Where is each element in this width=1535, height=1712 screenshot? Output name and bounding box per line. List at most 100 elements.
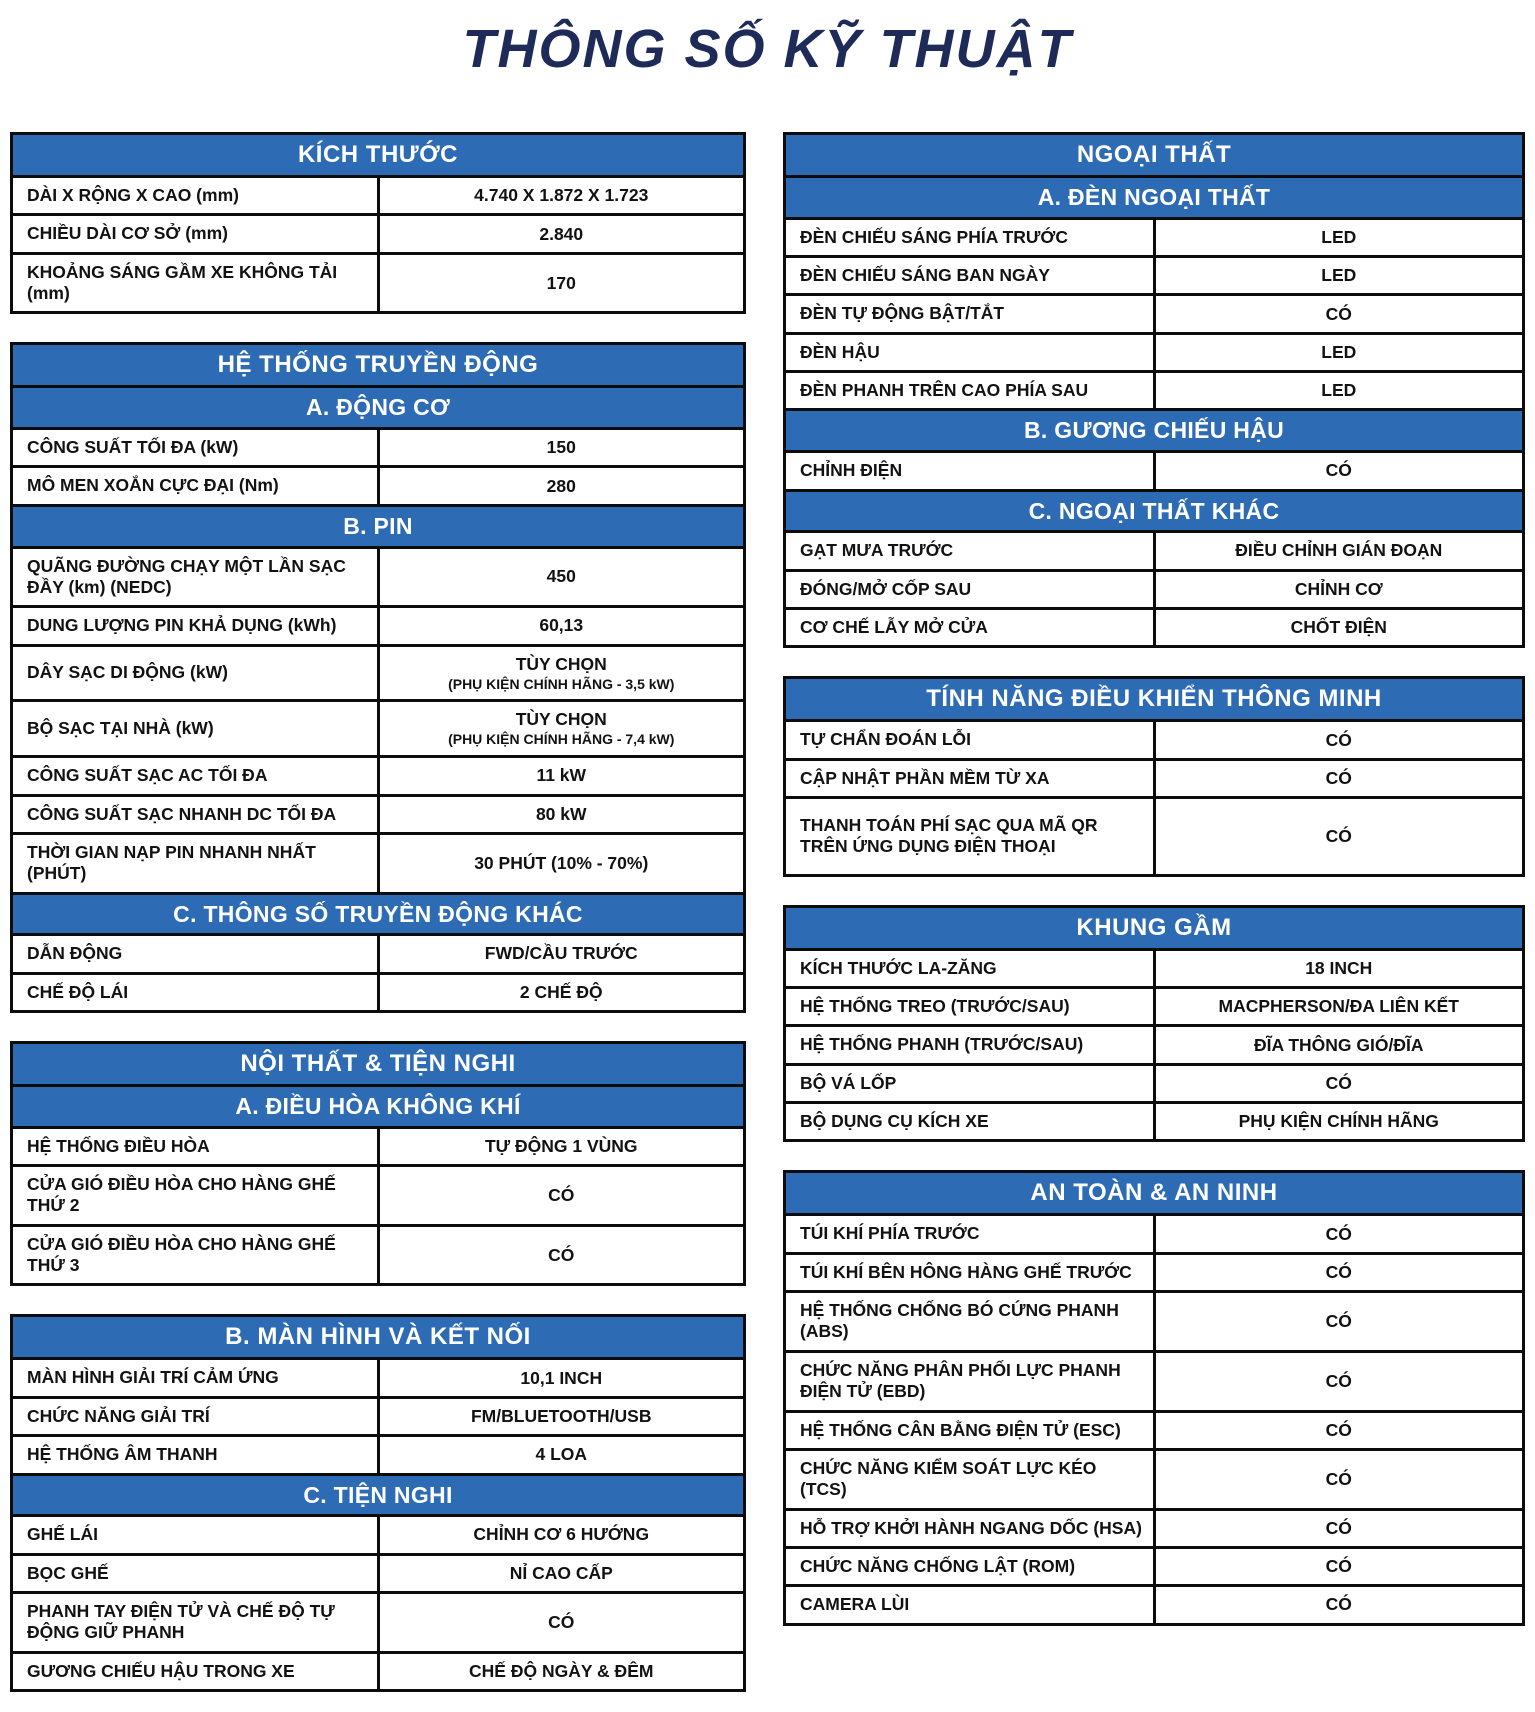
spec-row: CHỈNH ĐIỆN CÓ (783, 450, 1525, 492)
spec-value: LED (1152, 216, 1525, 259)
spec-label: GẠT MƯA TRƯỚC (783, 530, 1156, 572)
spec-row: TỰ CHẨN ĐOÁN LỖI CÓ (783, 719, 1525, 761)
spec-value: 4 LOA (376, 1434, 746, 1476)
spec-table: TÍNH NĂNG ĐIỀU KHIỂN THÔNG MINH TỰ CHẨN Đ… (783, 676, 1525, 877)
section-header-row: A. ĐỘNG CƠ (10, 385, 746, 431)
spec-row: CỬA GIÓ ĐIỀU HÒA CHO HÀNG GHẾ THỨ 2 CÓ (10, 1164, 746, 1227)
spec-label: MÀN HÌNH GIẢI TRÍ CẢM ỨNG (10, 1357, 380, 1399)
spec-row: GẠT MƯA TRƯỚC ĐIỀU CHỈNH GIÁN ĐOẠN (783, 530, 1525, 572)
spec-value: CHỐT ĐIỆN (1152, 606, 1525, 649)
spec-row: HỆ THỐNG TREO (TRƯỚC/SAU) MACPHERSON/ĐA L… (783, 986, 1525, 1028)
table-header: KÍCH THƯỚC (10, 132, 746, 178)
table-header-row: NGOẠI THẤT (783, 132, 1525, 178)
spec-value: FWD/CẦU TRƯỚC (376, 933, 746, 975)
spec-value: CÓ (1152, 1409, 1525, 1451)
spec-row: CHIỀU DÀI CƠ SỞ (mm) 2.840 (10, 213, 746, 255)
spec-label: BỘ DỤNG CỤ KÍCH XE (783, 1101, 1156, 1143)
spec-row: TÚI KHÍ PHÍA TRƯỚC CÓ (783, 1213, 1525, 1255)
spec-label: CHẾ ĐỘ LÁI (10, 971, 380, 1014)
spec-value: 2.840 (376, 213, 746, 255)
section-header: B. PIN (10, 503, 746, 549)
spec-row: GHẾ LÁI CHỈNH CƠ 6 HƯỚNG (10, 1514, 746, 1556)
spec-value: LED (1152, 370, 1525, 412)
table-header: KHUNG GẦM (783, 904, 1525, 951)
table-header-row: B. MÀN HÌNH VÀ KẾT NỐI (10, 1314, 746, 1361)
spec-value-note: (PHỤ KIỆN CHÍNH HÃNG - 7,4 kW) (448, 731, 675, 748)
spec-value: 4.740 X 1.872 X 1.723 (376, 174, 746, 217)
spec-label: CHỨC NĂNG PHÂN PHỐI LỰC PHANH ĐIỆN TỬ (E… (783, 1349, 1156, 1413)
spec-label: ĐÈN PHANH TRÊN CAO PHÍA SAU (783, 370, 1156, 412)
spec-row: MÔ MEN XOẮN CỰC ĐẠI (Nm) 280 (10, 465, 746, 507)
table-header-row: HỆ THỐNG TRUYỀN ĐỘNG (10, 342, 746, 389)
spec-row: HỆ THỐNG CHỐNG BÓ CỨNG PHANH (ABS) CÓ (783, 1290, 1525, 1353)
spec-value: 18 INCH (1152, 947, 1525, 990)
spec-label: BỘ SẠC TẠI NHÀ (kW) (10, 699, 380, 759)
spec-label: GHẾ LÁI (10, 1514, 380, 1556)
spec-value: CÓ (1152, 757, 1525, 800)
spec-value: 170 (376, 251, 746, 315)
spec-value: CHỈNH CƠ 6 HƯỚNG (376, 1514, 746, 1556)
spec-value: PHỤ KIỆN CHÍNH HÃNG (1152, 1101, 1525, 1143)
table-header: HỆ THỐNG TRUYỀN ĐỘNG (10, 342, 746, 389)
section-header-row: A. ĐIỀU HÒA KHÔNG KHÍ (10, 1084, 746, 1129)
spec-label: CÔNG SUẤT SẠC AC TỐI ĐA (10, 755, 380, 797)
section-header-row: C. TIỆN NGHI (10, 1472, 746, 1518)
table-header: NGOẠI THẤT (783, 132, 1525, 178)
spec-label: GƯƠNG CHIẾU HẬU TRONG XE (10, 1650, 380, 1692)
spec-label: THANH TOÁN PHÍ SẠC QUA MÃ QR TRÊN ỨNG DỤ… (783, 796, 1156, 877)
spec-row: HỆ THỐNG CÂN BẰNG ĐIỆN TỬ (ESC) CÓ (783, 1409, 1525, 1451)
spec-value: CÓ (1152, 796, 1525, 877)
spec-row: PHANH TAY ĐIỆN TỬ VÀ CHẾ ĐỘ TỰ ĐỘNG GIỮ … (10, 1590, 746, 1654)
table-header: TÍNH NĂNG ĐIỀU KHIỂN THÔNG MINH (783, 676, 1525, 723)
spec-label: PHANH TAY ĐIỆN TỬ VÀ CHẾ ĐỘ TỰ ĐỘNG GIỮ … (10, 1590, 380, 1654)
spec-label: DÀI X RỘNG X CAO (mm) (10, 174, 380, 217)
table-header-row: KHUNG GẦM (783, 904, 1525, 951)
spec-value: 150 (376, 427, 746, 469)
spec-label: THỜI GIAN NẠP PIN NHANH NHẤT (PHÚT) (10, 831, 380, 895)
section-header: C. TIỆN NGHI (10, 1472, 746, 1518)
spec-row: CÔNG SUẤT SẠC NHANH DC TỐI ĐA 80 kW (10, 793, 746, 835)
spec-label: CỬA GIÓ ĐIỀU HÒA CHO HÀNG GHẾ THỨ 2 (10, 1164, 380, 1227)
spec-row: HỆ THỐNG ĐIỀU HÒA TỰ ĐỘNG 1 VÙNG (10, 1125, 746, 1168)
spec-label: CƠ CHẾ LẪY MỞ CỬA (783, 606, 1156, 649)
table-header-row: AN TOÀN & AN NINH (783, 1170, 1525, 1217)
section-header-row: B. GƯƠNG CHIẾU HẬU (783, 408, 1525, 454)
spec-value: CÓ (1152, 450, 1525, 492)
spec-value: CÓ (1152, 1213, 1525, 1255)
spec-row: CÔNG SUẤT SẠC AC TỐI ĐA 11 kW (10, 755, 746, 797)
section-header: C. NGOẠI THẤT KHÁC (783, 488, 1525, 534)
table-header-row: TÍNH NĂNG ĐIỀU KHIỂN THÔNG MINH (783, 676, 1525, 723)
spec-label: CHỨC NĂNG GIẢI TRÍ (10, 1395, 380, 1438)
spec-label: MÔ MEN XOẮN CỰC ĐẠI (Nm) (10, 465, 380, 507)
spec-row: TÚI KHÍ BÊN HÔNG HÀNG GHẾ TRƯỚC CÓ (783, 1251, 1525, 1294)
spec-value: 2 CHẾ ĐỘ (376, 971, 746, 1014)
spec-label: ĐÈN CHIẾU SÁNG PHÍA TRƯỚC (783, 216, 1156, 259)
spec-row: ĐÓNG/MỞ CỐP SAU CHỈNH CƠ (783, 568, 1525, 611)
table-header: B. MÀN HÌNH VÀ KẾT NỐI (10, 1314, 746, 1361)
spec-row: HỆ THỐNG PHANH (TRƯỚC/SAU) ĐĨA THÔNG GIÓ/… (783, 1024, 1525, 1066)
spec-value: FM/BLUETOOTH/USB (376, 1395, 746, 1438)
spec-value: LED (1152, 331, 1525, 374)
spec-value: CÓ (1152, 1507, 1525, 1549)
section-header-row: C. THÔNG SỐ TRUYỀN ĐỘNG KHÁC (10, 891, 746, 937)
spec-label: CỬA GIÓ ĐIỀU HÒA CHO HÀNG GHẾ THỨ 3 (10, 1223, 380, 1287)
spec-label: HỆ THỐNG ÂM THANH (10, 1434, 380, 1476)
spec-value: CHỈNH CƠ (1152, 568, 1525, 611)
spec-row: GƯƠNG CHIẾU HẬU TRONG XE CHẾ ĐỘ NGÀY & ĐÊ… (10, 1650, 746, 1692)
spec-row: CHỨC NĂNG KIỂM SOÁT LỰC KÉO (TCS) CÓ (783, 1447, 1525, 1511)
spec-value: TÙY CHỌN (PHỤ KIỆN CHÍNH HÃNG - 3,5 kW) (376, 643, 746, 703)
spec-row: CAMERA LÙI CÓ (783, 1584, 1525, 1626)
spec-value-note: (PHỤ KIỆN CHÍNH HÃNG - 3,5 kW) (448, 675, 675, 692)
section-header: C. THÔNG SỐ TRUYỀN ĐỘNG KHÁC (10, 891, 746, 937)
spec-row: CỬA GIÓ ĐIỀU HÒA CHO HÀNG GHẾ THỨ 3 CÓ (10, 1223, 746, 1287)
spec-row: CHỨC NĂNG CHỐNG LẬT (ROM) CÓ (783, 1545, 1525, 1588)
spec-table: NỘI THẤT & TIỆN NGHI A. ĐIỀU HÒA KHÔNG KH… (10, 1041, 746, 1287)
spec-row: KHOẢNG SÁNG GẦM XE KHÔNG TẢI (mm) 170 (10, 251, 746, 315)
column-left: KÍCH THƯỚC DÀI X RỘNG X CAO (mm) 4.740 X 1… (10, 132, 746, 1692)
spec-label: HỖ TRỢ KHỞI HÀNH NGANG DỐC (HSA) (783, 1507, 1156, 1549)
spec-label: HỆ THỐNG PHANH (TRƯỚC/SAU) (783, 1024, 1156, 1066)
spec-value: CHẾ ĐỘ NGÀY & ĐÊM (376, 1650, 746, 1692)
spec-row: ĐÈN CHIẾU SÁNG PHÍA TRƯỚC LED (783, 216, 1525, 259)
spec-value: 10,1 INCH (376, 1357, 746, 1399)
spec-value: CÓ (1152, 1290, 1525, 1353)
